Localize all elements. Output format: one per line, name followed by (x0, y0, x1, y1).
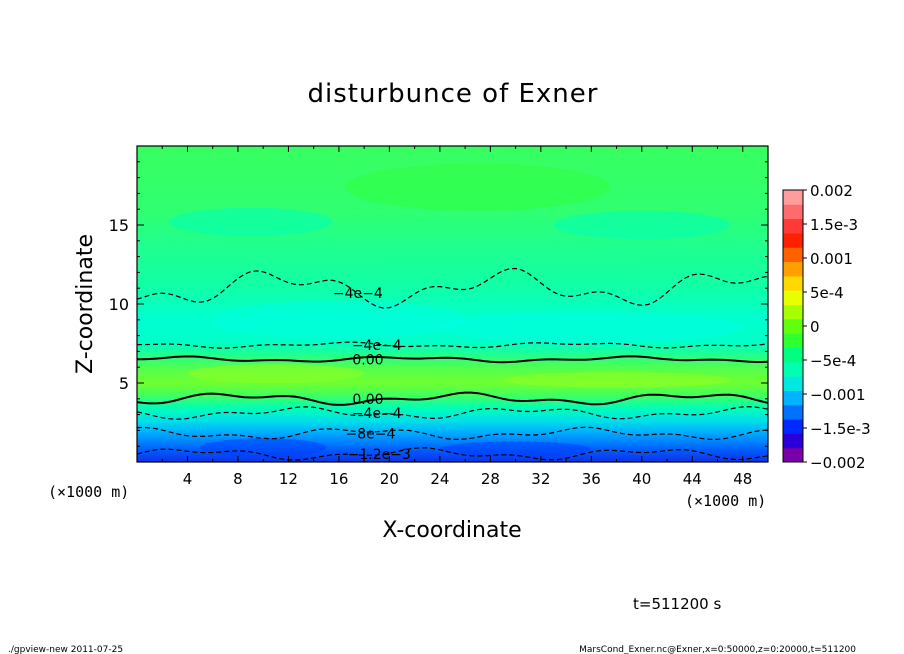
x-tick-label: 4 (183, 470, 193, 488)
x-tick-label: 32 (531, 470, 550, 488)
x-tick-label: 20 (380, 470, 399, 488)
contour-labels: −4e−4−4e−40.000.00−4e−4−8e−4−1.2e−3 (333, 286, 411, 463)
x-tick-label: 44 (683, 470, 702, 488)
colorbar-swatch (783, 204, 803, 220)
contour-line (137, 426, 768, 441)
colorbar-tick-label: 0.001 (810, 250, 853, 268)
x-unit-label-right: (×1000 m) (685, 492, 766, 510)
colorbar-swatch (783, 347, 803, 363)
contour-lines (137, 267, 768, 461)
colorbar-swatch (783, 218, 803, 234)
contour-label: −8e−4 (346, 427, 396, 443)
contour-label: −4e−4 (352, 406, 402, 422)
colorbar-swatch (783, 290, 803, 306)
y-axis-label: Z-coordinate (73, 234, 98, 374)
colorbar-tick-label: −0.001 (810, 386, 866, 404)
contour-patch (212, 300, 466, 339)
colorbar: 0.002 1.5e-3 0.001 5e-4 0 −5e-4 −0.001 −1.5e-3 −… (782, 182, 871, 472)
colorbar-tick-label: 1.5e-3 (810, 216, 858, 234)
colorbar-tick-label: 0 (810, 318, 820, 336)
contour-patch (439, 441, 592, 458)
plot-area (137, 146, 768, 462)
contour-patch (439, 311, 743, 344)
y-tick-label: 5 (119, 374, 129, 393)
chart-title: disturbunce of Exner (308, 79, 599, 109)
x-tick-label: 40 (632, 470, 651, 488)
contour-line (137, 447, 768, 461)
contour-patches (168, 163, 743, 458)
contour-line (137, 341, 768, 349)
x-tick-label: 12 (279, 470, 298, 488)
colorbar-tick-label: −0.002 (810, 454, 866, 472)
x-tick-label: 16 (329, 470, 348, 488)
x-unit-label: (×1000 m) (48, 483, 129, 501)
footer-right: MarsCond_Exner.nc@Exner,x=0:50000,z=0:20… (579, 645, 856, 654)
time-label: t=511200 s (633, 595, 721, 613)
contour-line (137, 391, 768, 406)
colorbar-swatch (783, 318, 803, 334)
colorbar-swatch (783, 190, 803, 205)
colorbar-tick-label: 5e-4 (810, 284, 844, 302)
colorbar-tick-label: −5e-4 (810, 352, 856, 370)
contour-patch (168, 207, 333, 237)
x-axis-ticks: 4 8 12 16 20 24 28 32 36 40 44 48 (161, 146, 752, 488)
contour-label: 0.00 (352, 392, 383, 408)
footer-left: ./gpview-new 2011-07-25 (8, 645, 123, 654)
colorbar-swatch (783, 304, 803, 320)
x-tick-label: 28 (481, 470, 500, 488)
x-tick-label: 8 (233, 470, 243, 488)
contour-line (137, 406, 768, 420)
contour-patch (200, 438, 327, 458)
colorbar-swatch (783, 333, 803, 348)
y-axis-ticks: 5 10 15 (109, 161, 768, 447)
contour-label: 0.00 (352, 352, 383, 368)
colorbar-tick-label: 0.002 (810, 182, 853, 200)
colorbar-swatch (783, 404, 803, 420)
colorbar-swatch (783, 275, 803, 291)
contour-line (137, 355, 768, 364)
contour-label: −4e−4 (333, 286, 383, 302)
colorbar-tick-label: −1.5e-3 (810, 420, 871, 438)
colorbar-swatch (783, 419, 803, 434)
colorbar-swatch (783, 390, 803, 406)
x-tick-label: 48 (733, 470, 752, 488)
contour-patch (187, 364, 365, 383)
colorbar-swatch (783, 261, 803, 277)
colorbar-swatch (783, 247, 803, 263)
y-tick-label: 15 (109, 216, 129, 235)
x-tick-label: 36 (582, 470, 601, 488)
colorbar-swatch (783, 447, 803, 463)
colorbar-swatch (783, 361, 803, 377)
contour-label: −1.2e−3 (348, 447, 411, 463)
contour-line (137, 267, 768, 309)
colorbar-swatch (783, 232, 803, 248)
contour-patch (502, 371, 731, 388)
contour-label: −4e−4 (352, 338, 402, 354)
x-tick-label: 24 (430, 470, 449, 488)
y-tick-label: 10 (109, 295, 129, 314)
contour-patch (553, 210, 731, 240)
x-axis-label: X-coordinate (382, 518, 521, 543)
colorbar-swatch (783, 433, 803, 449)
colorbar-swatch (783, 376, 803, 391)
contour-patch (345, 163, 611, 211)
